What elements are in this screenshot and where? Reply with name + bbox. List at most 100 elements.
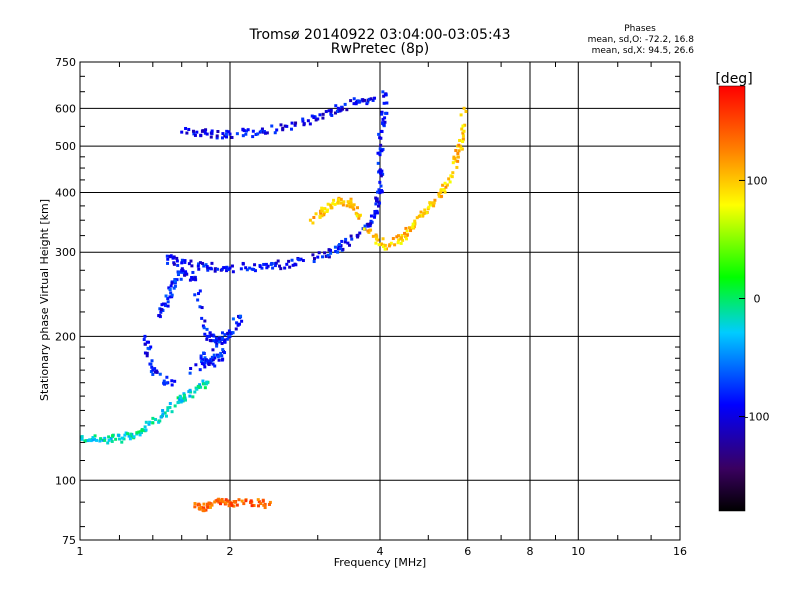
echo-point — [220, 267, 224, 271]
echo-point — [380, 130, 384, 134]
echo-point — [203, 365, 207, 369]
echo-point — [263, 131, 267, 135]
echo-point — [227, 130, 231, 134]
echo-point — [227, 504, 231, 508]
echo-point — [383, 243, 387, 247]
echo-point — [294, 121, 298, 125]
echo-point — [306, 119, 310, 123]
echo-point — [163, 302, 167, 306]
echo-point — [355, 214, 359, 218]
echo-point — [180, 267, 184, 271]
echo-point — [179, 395, 183, 399]
echo-point — [460, 127, 464, 131]
echo-point — [454, 149, 458, 153]
echo-point — [173, 404, 177, 408]
echo-point — [378, 180, 382, 184]
y-axis-label: Stationary phase Virtual Height [km] — [38, 199, 51, 401]
echo-point — [264, 262, 268, 266]
echo-point — [358, 231, 362, 235]
echo-point — [345, 108, 349, 112]
echo-point — [375, 234, 379, 238]
echo-point — [196, 298, 200, 302]
echo-point — [203, 319, 207, 323]
echo-point — [208, 361, 212, 365]
echo-point — [366, 229, 370, 233]
echo-point — [336, 201, 340, 205]
echo-point — [166, 297, 170, 301]
echo-point — [230, 135, 234, 139]
echo-point — [270, 124, 274, 128]
echo-point — [344, 237, 348, 241]
echo-point — [462, 106, 466, 110]
echo-point — [437, 192, 441, 196]
echo-point — [126, 432, 130, 436]
echo-point — [89, 439, 93, 443]
echo-point — [226, 267, 230, 271]
echo-point — [456, 151, 460, 155]
echo-point — [380, 112, 384, 116]
echo-point — [220, 136, 224, 140]
echo-point — [251, 135, 255, 139]
echo-point — [180, 258, 184, 262]
echo-point — [333, 202, 337, 206]
echo-point — [400, 233, 404, 237]
echo-point — [262, 262, 266, 266]
echo-points — [80, 90, 468, 513]
echo-point — [383, 93, 387, 97]
echo-point — [369, 222, 373, 226]
echo-point — [224, 498, 228, 502]
echo-point — [197, 502, 201, 506]
echo-point — [256, 132, 260, 136]
echo-point — [190, 275, 194, 279]
echo-point — [377, 243, 381, 247]
echo-point — [166, 304, 170, 308]
echo-point — [219, 351, 223, 355]
echo-point — [120, 440, 124, 444]
chart-subtitle: RwPretec (8p) — [331, 41, 429, 57]
echo-point — [111, 434, 115, 438]
echo-point — [274, 261, 278, 265]
echo-point — [349, 99, 353, 103]
y-tick-label: 500 — [55, 140, 76, 153]
echo-point — [381, 90, 385, 94]
echo-point — [334, 111, 338, 115]
echo-point — [203, 332, 207, 336]
echo-point — [405, 229, 409, 233]
echo-point — [330, 206, 334, 210]
echo-point — [80, 435, 84, 439]
echo-point — [379, 243, 383, 247]
echo-point — [312, 260, 316, 264]
echo-point — [166, 261, 170, 265]
echo-point — [153, 370, 157, 374]
echo-point — [216, 355, 220, 359]
y-tick-label: 400 — [55, 186, 76, 199]
stats-x-mode: mean, sd,X: 94.5, 26.6 — [592, 46, 695, 56]
echo-point — [440, 194, 444, 198]
echo-point — [231, 317, 235, 321]
echo-point — [437, 194, 441, 198]
echo-point — [381, 237, 385, 241]
echo-point — [341, 107, 345, 111]
echo-point — [451, 161, 455, 165]
echo-point — [207, 505, 211, 509]
echo-point — [230, 503, 234, 507]
colorbar-tick-label: -100 — [745, 411, 770, 424]
echo-point — [417, 214, 421, 218]
echo-point — [164, 294, 168, 298]
echo-point — [205, 337, 209, 341]
colorbar-tick-label: 0 — [754, 293, 761, 306]
echo-point — [270, 261, 274, 265]
echo-point — [114, 437, 118, 441]
echo-point — [180, 270, 184, 274]
echo-point — [188, 394, 192, 398]
echo-point — [339, 244, 343, 248]
echo-point — [399, 241, 403, 245]
echo-point — [331, 202, 335, 206]
echo-point — [206, 268, 210, 272]
echo-point — [213, 356, 217, 360]
x-tick-label: 2 — [227, 545, 234, 558]
echo-point — [290, 121, 294, 125]
echo-point — [191, 270, 195, 274]
echo-point — [183, 273, 187, 277]
echo-point — [164, 414, 168, 418]
